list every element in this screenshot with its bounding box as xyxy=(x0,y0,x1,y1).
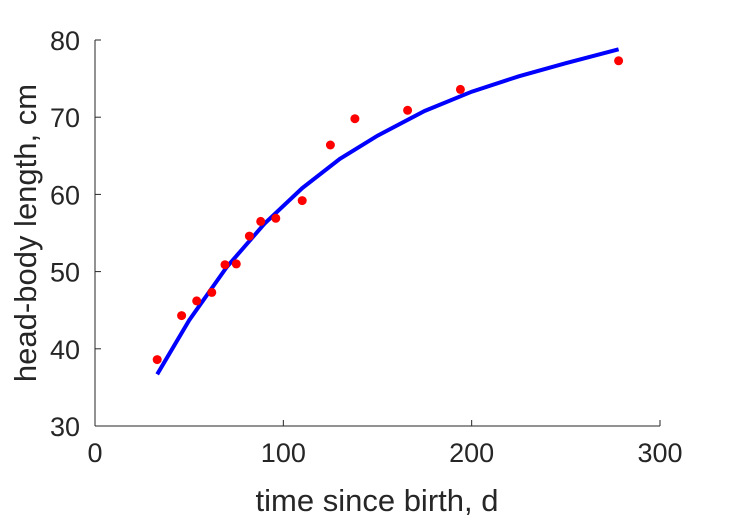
y-tick-label: 40 xyxy=(50,335,80,365)
data-point xyxy=(207,287,217,297)
data-point xyxy=(350,114,360,124)
y-tick-label: 70 xyxy=(50,103,80,133)
data-point xyxy=(403,105,413,115)
fit-curve xyxy=(155,47,620,376)
series-layer xyxy=(152,47,624,376)
data-point xyxy=(192,296,202,306)
y-tick-label: 60 xyxy=(50,180,80,210)
data-point xyxy=(455,84,465,94)
data-point xyxy=(325,140,335,150)
data-point xyxy=(231,259,241,269)
data-point xyxy=(271,213,281,223)
data-point xyxy=(220,260,230,270)
data-point xyxy=(297,196,307,206)
y-tick-label: 50 xyxy=(50,258,80,288)
y-tick-label: 30 xyxy=(50,412,80,442)
data-point xyxy=(177,311,187,321)
data-point xyxy=(244,231,254,241)
y-axis-label: head-body length, cm xyxy=(8,84,43,382)
x-tick-label: 300 xyxy=(637,438,682,468)
x-tick-label: 100 xyxy=(261,438,306,468)
data-point xyxy=(256,216,266,226)
y-tick-label: 80 xyxy=(50,26,80,56)
x-tick-label: 200 xyxy=(449,438,494,468)
x-axis-label: time since birth, d xyxy=(256,483,499,518)
axes: 0 100 200 300 30 40 50 60 70 80 xyxy=(50,26,683,468)
data-point xyxy=(614,56,624,66)
data-point xyxy=(152,355,162,365)
x-tick-label: 0 xyxy=(87,438,102,468)
